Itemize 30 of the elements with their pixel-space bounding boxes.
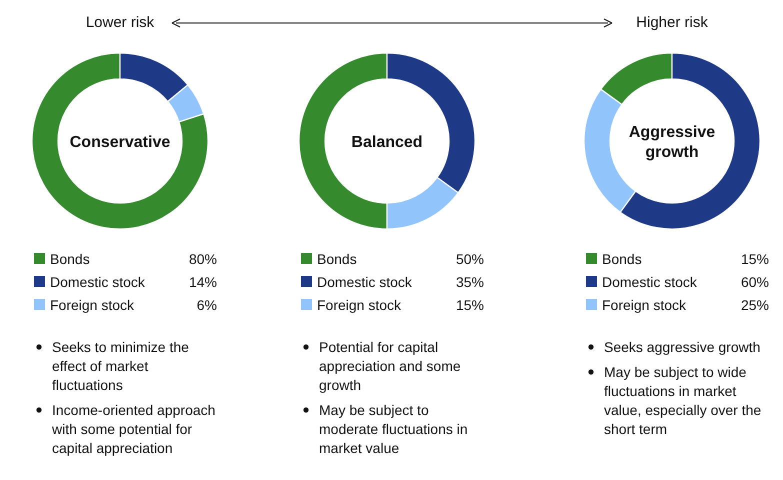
text: Seeks to minimize the effect of market fluctuations: [52, 339, 190, 393]
legend-label: Bonds: [317, 251, 357, 267]
chart-subtitle: Higher risk: [636, 14, 708, 31]
text: May be subject to moderate fluctuations in market value: [319, 402, 468, 456]
legend-label: Foreign stock: [50, 297, 136, 313]
data-label: 80%: [188, 251, 217, 267]
legend-label: Bonds: [50, 251, 90, 267]
data-label: 15%: [456, 297, 484, 313]
text: Seeks aggressive growth: [604, 339, 760, 355]
text: Aggressive growth: [628, 124, 716, 161]
data-label: 35%: [456, 274, 484, 290]
donut-slice: [31, 52, 208, 230]
data-label: 50%: [456, 251, 484, 267]
legend-label: Bonds: [602, 251, 642, 267]
data-label: 60%: [740, 274, 769, 290]
data-label: 14%: [188, 274, 217, 290]
legend-label: Domestic stock: [50, 274, 146, 290]
text: Potential for capital appreciation and some growth: [319, 339, 461, 393]
legend-label: Domestic stock: [602, 274, 698, 290]
legend-label: Domestic stock: [317, 274, 413, 290]
text: May be subject to wide fluctuations in market value, especially over the short term: [604, 364, 762, 437]
legend-label: Foreign stock: [317, 297, 402, 313]
text: Income-oriented approach with some potential for capital appreciation: [51, 402, 216, 456]
data-label: 25%: [740, 297, 769, 313]
data-label: 6%: [196, 297, 217, 313]
chart-subtitle: Lower risk: [86, 14, 155, 31]
text: Balanced: [351, 134, 423, 151]
data-label: 15%: [740, 251, 769, 267]
text: Conservative: [70, 134, 170, 151]
legend-label: Foreign stock: [602, 297, 688, 313]
